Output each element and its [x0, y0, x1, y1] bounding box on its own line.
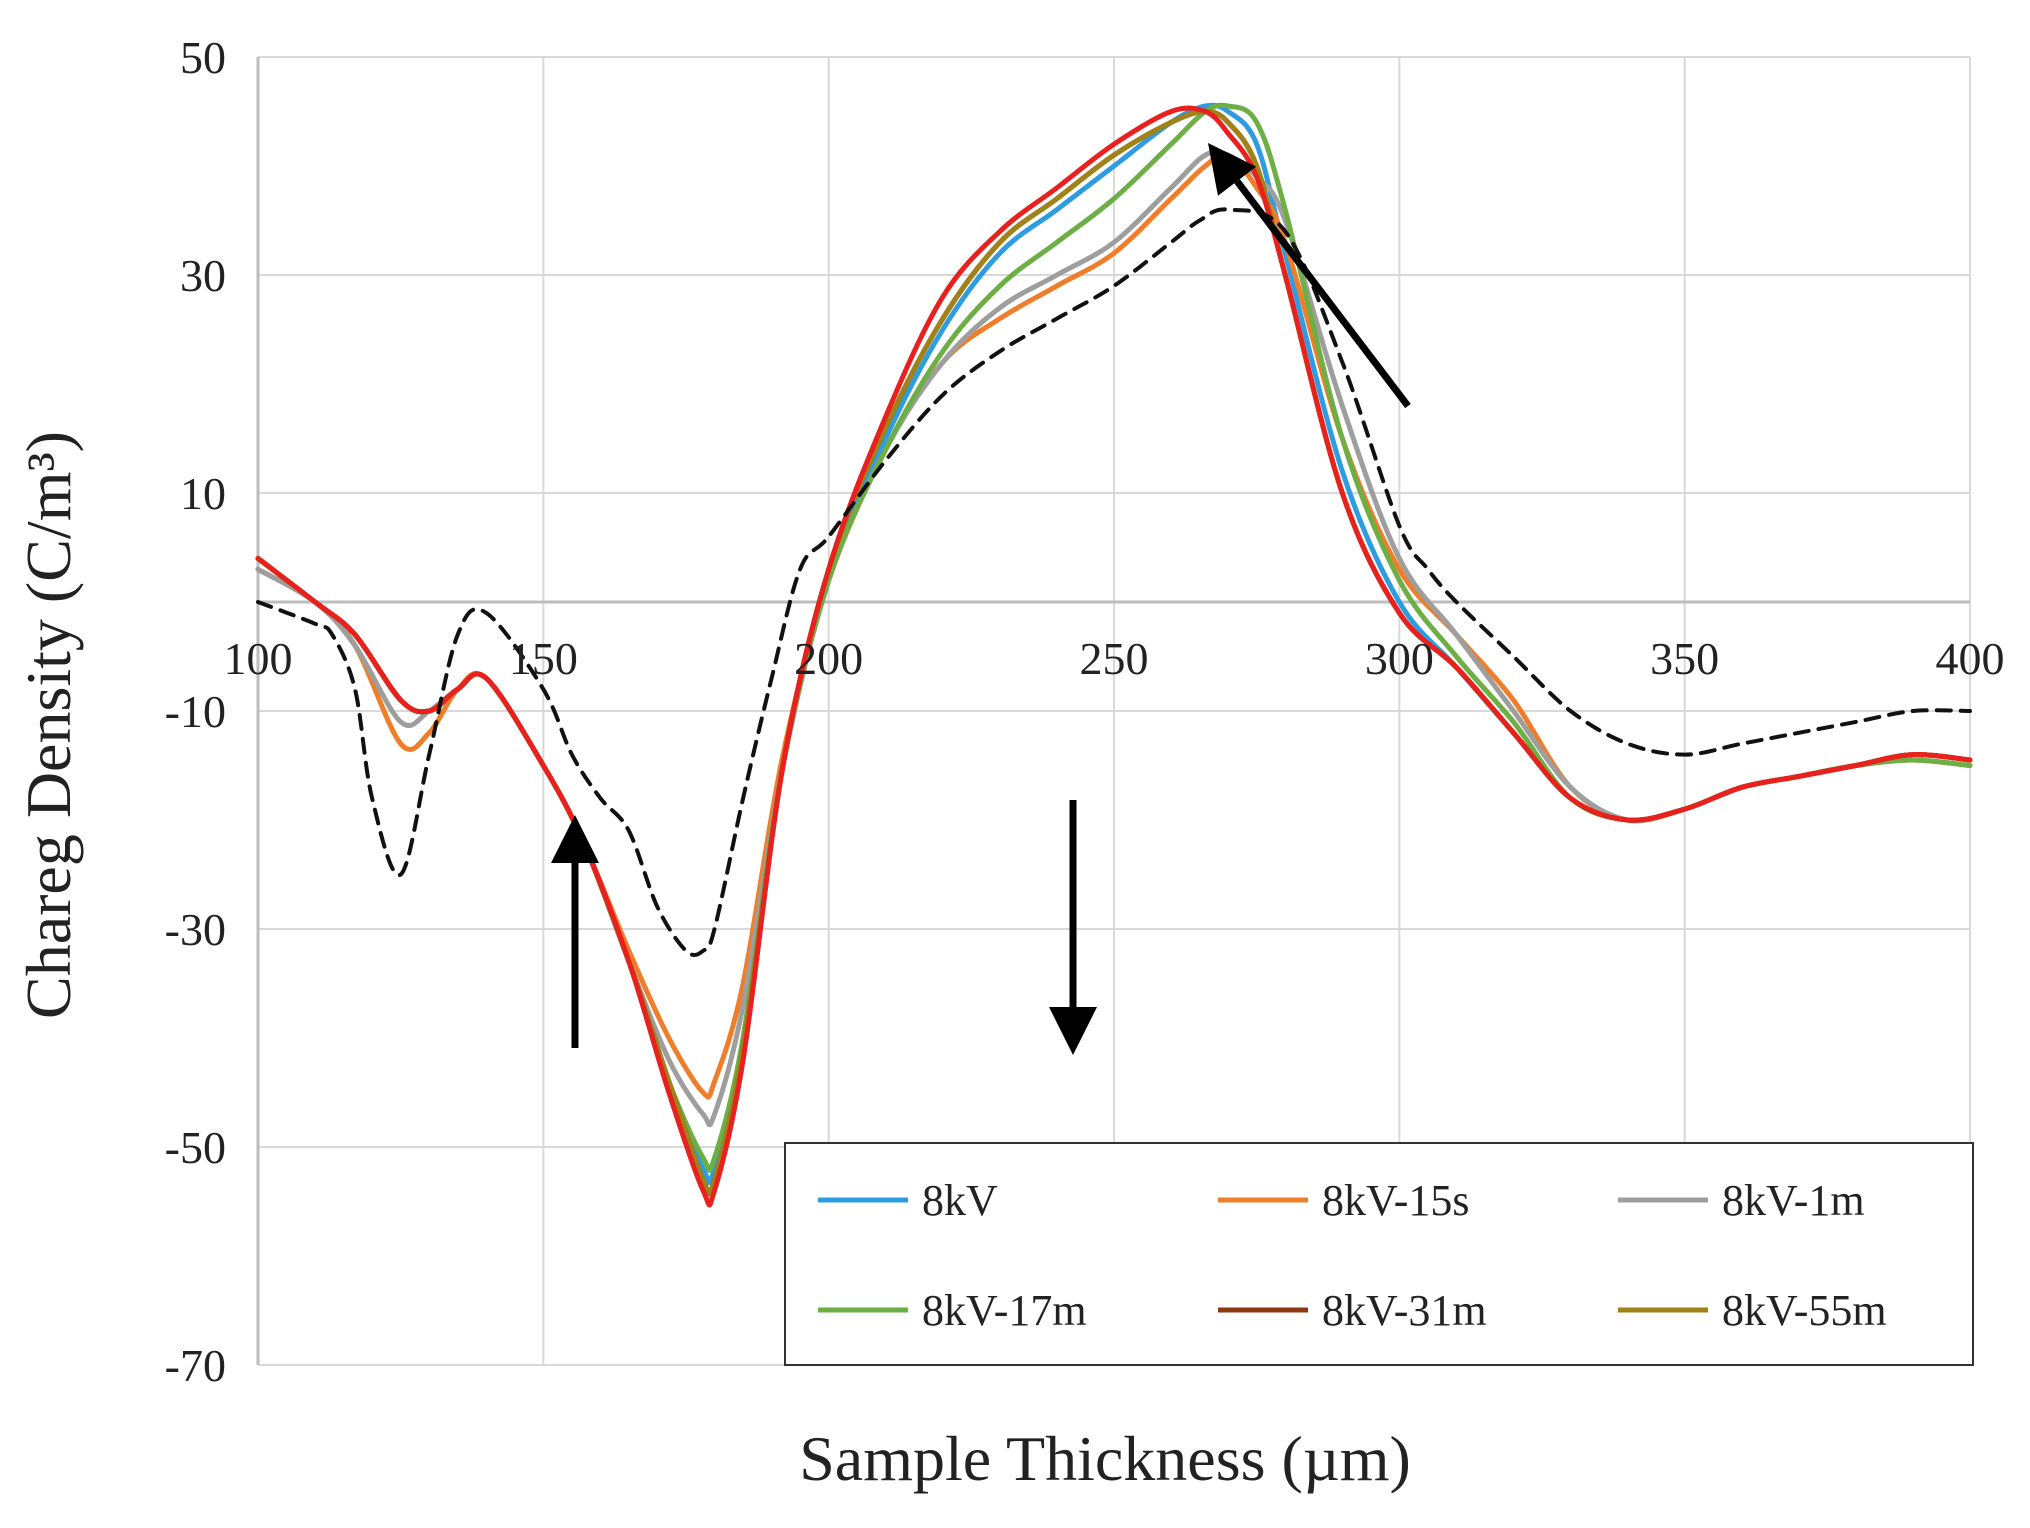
x-tick-label: 150	[509, 633, 578, 684]
legend-item: 8kV-1m	[1618, 1176, 1865, 1225]
y-tick-label: -10	[165, 686, 226, 737]
legend: 8kV 8kV-15s 8kV-1m 8kV-17m 8kV-31m 8kV-55m	[784, 1142, 1974, 1366]
y-tick-label: 30	[180, 250, 226, 301]
y-tick-label: -50	[165, 1122, 226, 1173]
legend-label: 8kV-15s	[1322, 1176, 1470, 1225]
x-axis-title: Sample Thickness (µm)	[799, 1423, 1411, 1494]
x-tick-label: 400	[1936, 633, 2005, 684]
x-tick-labels: 100 150 200 250 300 350 400	[224, 633, 2005, 684]
x-tick-label: 200	[794, 633, 863, 684]
legend-label: 8kV-17m	[922, 1286, 1087, 1335]
legend-item: 8kV-31m	[1218, 1286, 1487, 1335]
y-axis-title: Chareg Density (C/m³)	[13, 431, 84, 1019]
legend-item: 8kV-55m	[1618, 1286, 1887, 1335]
arrow-head	[1208, 143, 1257, 196]
x-tick-label: 100	[224, 633, 293, 684]
x-tick-label: 300	[1365, 633, 1434, 684]
series-lines	[255, 102, 1973, 1208]
annotation-arrows	[551, 143, 1411, 1055]
legend-label: 8kV-1m	[1722, 1176, 1865, 1225]
legend-box	[784, 1142, 1974, 1366]
x-tick-label: 350	[1650, 633, 1719, 684]
arrow-shaft	[1234, 179, 1411, 409]
y-tick-label: -70	[165, 1340, 226, 1391]
x-tick-label: 250	[1080, 633, 1149, 684]
legend-label: 8kV	[922, 1176, 998, 1225]
axes	[256, 57, 1970, 1365]
arrow-head	[551, 815, 599, 863]
y-tick-label: -30	[165, 904, 226, 955]
y-tick-label: 50	[180, 32, 226, 83]
legend-item: 8kV-15s	[1218, 1176, 1470, 1225]
legend-label: 8kV-55m	[1722, 1286, 1887, 1335]
arrow-head	[1049, 1007, 1097, 1055]
legend-item: 8kV-17m	[818, 1286, 1087, 1335]
y-tick-labels: 50 30 10 -10 -30 -50 -70	[165, 32, 226, 1391]
series-line-red	[255, 105, 1973, 1208]
series-line-dashed	[256, 207, 1972, 957]
arrow-down	[1049, 800, 1097, 1055]
legend-label: 8kV-31m	[1322, 1286, 1487, 1335]
y-tick-label: 10	[180, 468, 226, 519]
arrow-up	[551, 815, 599, 1048]
arrow-diagonal	[1208, 143, 1411, 409]
legend-item: 8kV	[818, 1176, 998, 1225]
